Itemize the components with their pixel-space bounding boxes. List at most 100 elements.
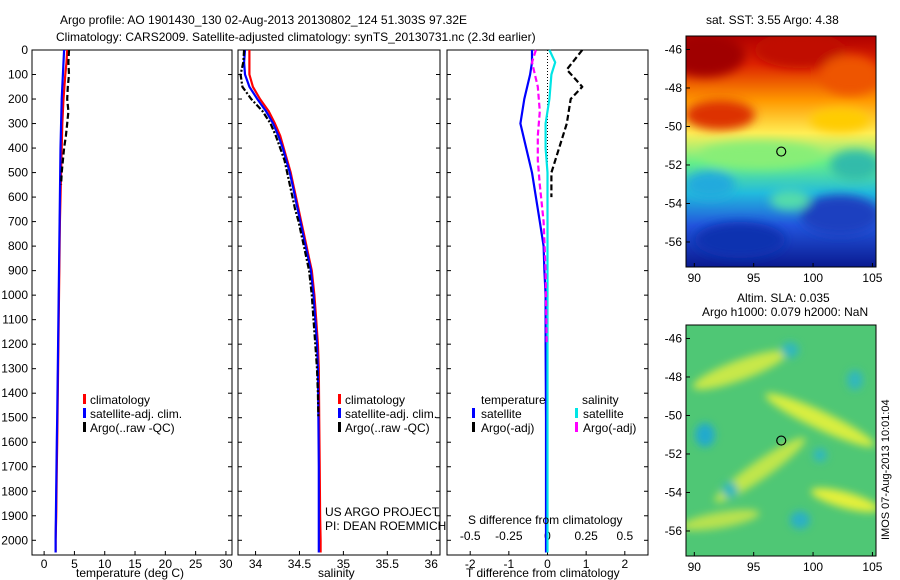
depth-tick-label: 100 bbox=[8, 68, 28, 82]
lat-tick-label: -54 bbox=[665, 196, 683, 210]
depth-tick-label: 500 bbox=[8, 166, 28, 180]
depth-tick-label: 1300 bbox=[1, 362, 28, 376]
x-tick-label: 0 bbox=[41, 557, 48, 571]
lat-tick-label: -54 bbox=[665, 485, 683, 499]
legend-label-climatology: climatology bbox=[345, 393, 405, 407]
depth-tick-label: 1800 bbox=[1, 484, 28, 498]
x-tick-label: -1 bbox=[504, 557, 515, 571]
depth-tick-label: 1600 bbox=[1, 435, 28, 449]
lat-tick-label: -52 bbox=[665, 447, 683, 461]
x-tick-label: 35.5 bbox=[376, 557, 400, 571]
series-line bbox=[54, 49, 66, 553]
difference-legend: temperature salinity satellite Argo(-adj… bbox=[472, 393, 636, 435]
x-tick-label: 34.5 bbox=[288, 557, 312, 571]
sla-map-panel: Altim. SLA: 0.035 Argo h1000: 0.079 h200… bbox=[665, 291, 883, 574]
figure-title: Argo profile: AO 1901430_130 02-Aug-2013… bbox=[60, 13, 467, 27]
depth-tick-label: 1400 bbox=[1, 386, 28, 400]
salinity-panel: 34 34.5 35 35.5 36 salinity climatology sate… bbox=[237, 49, 446, 580]
temperature-legend: climatology satellite-adj. clim. Argo(..… bbox=[83, 393, 182, 435]
sst-map-frame bbox=[685, 35, 877, 268]
pi-annotation: PI: DEAN ROEMMICH bbox=[325, 519, 446, 533]
timestamp-stamp: IMOS 07-Aug-2013 10:01:04 bbox=[880, 399, 892, 540]
difference-profiles bbox=[447, 49, 648, 555]
legend-swatch-satellite-adj bbox=[338, 408, 341, 418]
legend-swatch-argo bbox=[338, 422, 341, 432]
legend-label-s-satellite: satellite bbox=[583, 407, 624, 421]
depth-tick-label: 700 bbox=[8, 215, 28, 229]
sst-map-panel: sat. SST: 3.55 Argo: 4.38 -46 -48 -50 -52 -5… bbox=[665, 13, 883, 285]
legend-swatch-t-argo bbox=[472, 422, 475, 432]
sla-map-title: Altim. SLA: 0.035 bbox=[737, 291, 830, 305]
lon-tick-label: 100 bbox=[803, 271, 823, 285]
lon-tick-label: 105 bbox=[862, 271, 882, 285]
sla-field bbox=[686, 325, 876, 556]
series-line bbox=[60, 49, 71, 185]
sla-lon-tick-labels: 90 95 100 105 bbox=[688, 552, 883, 574]
project-annotation: US ARGO PROJECT bbox=[325, 505, 440, 519]
legend-label-climatology: climatology bbox=[90, 393, 150, 407]
x-tick-label: 34 bbox=[249, 557, 263, 571]
depth-tick-label: 800 bbox=[8, 239, 28, 253]
lat-tick-label: -46 bbox=[665, 42, 683, 56]
series-line bbox=[519, 50, 548, 553]
sst-map-title: sat. SST: 3.55 Argo: 4.38 bbox=[706, 13, 839, 27]
s-difference-xlabel: S difference from climatology bbox=[468, 513, 623, 527]
temperature-panel: 0100200300400500600700800900100011001200… bbox=[1, 43, 233, 580]
series-line bbox=[239, 49, 320, 418]
lat-tick-label: -48 bbox=[665, 370, 683, 384]
lon-tick-label: 95 bbox=[747, 271, 761, 285]
sst-lon-tick-labels: 90 95 100 105 bbox=[688, 263, 883, 285]
sla-map-subtitle: Argo h1000: 0.079 h2000: NaN bbox=[702, 305, 868, 319]
legend-swatch-t-satellite bbox=[472, 408, 475, 418]
depth-tick-labels: 0 100 200 300 400 500 600 700 800 900 1000 1100 1200… bbox=[1, 43, 232, 547]
figure-subtitle: Climatology: CARS2009. Satellite-adjuste… bbox=[56, 30, 536, 44]
lat-tick-label: -50 bbox=[665, 408, 683, 422]
depth-tick-label: 400 bbox=[8, 141, 28, 155]
x-tick-label: 0 bbox=[544, 557, 551, 571]
lat-tick-label: -46 bbox=[665, 331, 683, 345]
legend-label-argo: Argo(..raw -QC) bbox=[345, 421, 430, 435]
legend-swatch-argo bbox=[83, 422, 86, 432]
x-tick-label: 30 bbox=[219, 557, 233, 571]
temperature-profiles bbox=[54, 49, 71, 553]
salinity-axes bbox=[237, 49, 441, 556]
temperature-tick-labels: 0 5 10 15 20 25 30 bbox=[41, 551, 233, 571]
s-tick-label: -0.25 bbox=[495, 529, 523, 543]
s-tick-label: -0.5 bbox=[460, 529, 481, 543]
series-line bbox=[530, 49, 548, 345]
lat-tick-label: -50 bbox=[665, 119, 683, 133]
legend-title-salinity: salinity bbox=[582, 393, 619, 407]
depth-tick-label: 300 bbox=[8, 117, 28, 131]
x-tick-label: 5 bbox=[71, 557, 78, 571]
lon-tick-label: 90 bbox=[688, 271, 702, 285]
x-tick-label: 36 bbox=[425, 557, 439, 571]
sla-map-frame bbox=[685, 324, 877, 557]
x-tick-label: 35 bbox=[337, 557, 351, 571]
depth-tick-label: 2000 bbox=[1, 533, 28, 547]
sla-lat-tick-labels: -46 -48 -50 -52 -54 -56 bbox=[665, 331, 690, 538]
depth-tick-label: 1200 bbox=[1, 337, 28, 351]
series-line bbox=[243, 49, 320, 553]
argo-position-marker bbox=[776, 435, 787, 446]
difference-panel: -2 -1 0 1 2 -0.5 -0.25 0 0.25 0.5 S difference f… bbox=[446, 49, 649, 580]
legend-label-t-argo: Argo(-adj) bbox=[481, 421, 534, 435]
lon-tick-label: 100 bbox=[803, 560, 823, 574]
series-line bbox=[550, 49, 584, 198]
legend-label-s-argo: Argo(-adj) bbox=[583, 421, 636, 435]
x-tick-label: 2 bbox=[621, 557, 628, 571]
legend-swatch-s-satellite bbox=[575, 408, 578, 418]
lat-tick-label: -56 bbox=[665, 235, 683, 249]
lat-tick-label: -56 bbox=[665, 524, 683, 538]
legend-label-satellite-adj: satellite-adj. clim. bbox=[345, 407, 437, 421]
legend-label-satellite-adj: satellite-adj. clim. bbox=[90, 407, 182, 421]
temperature-xlabel: temperature (deg C) bbox=[76, 566, 184, 580]
depth-tick-label: 0 bbox=[21, 43, 28, 57]
depth-tick-label: 900 bbox=[8, 264, 28, 278]
depth-tick-label: 1000 bbox=[1, 288, 28, 302]
depth-tick-label: 1500 bbox=[1, 411, 28, 425]
sst-field bbox=[686, 36, 876, 267]
argo-position-marker bbox=[776, 146, 787, 157]
salinity-legend: climatology satellite-adj. clim. Argo(..… bbox=[338, 393, 437, 435]
depth-tick-label: 1100 bbox=[2, 313, 28, 327]
